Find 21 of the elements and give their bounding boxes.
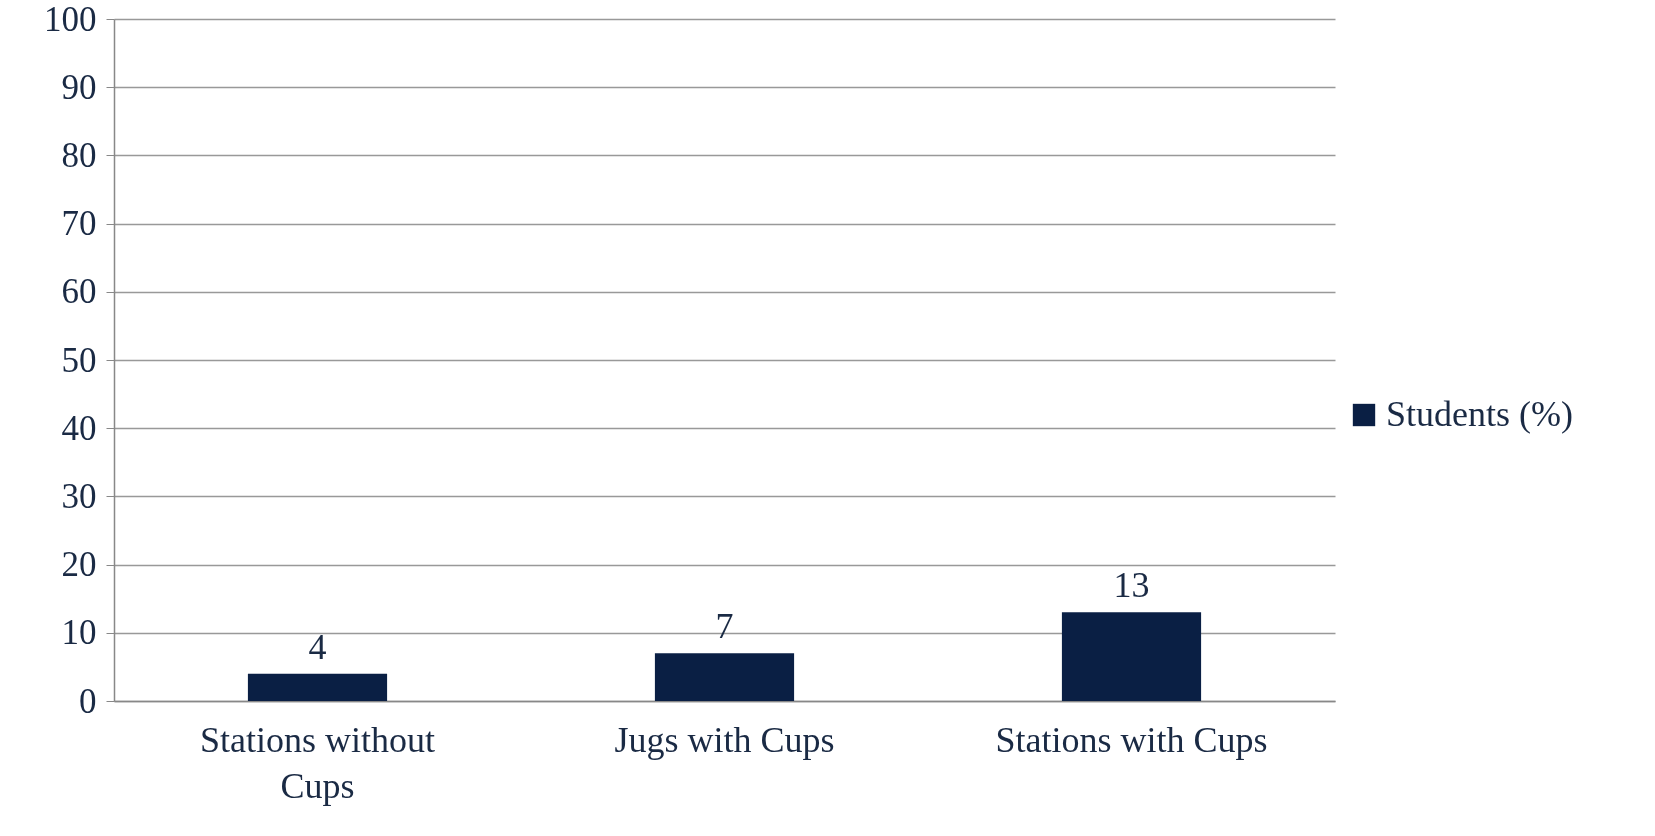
x-tick-label: Stations with Cups	[995, 719, 1268, 760]
x-tick-label: Jugs with Cups	[614, 719, 835, 760]
y-tick-label: 60	[61, 272, 97, 312]
bar	[1061, 612, 1202, 701]
y-tick-label: 10	[61, 613, 97, 653]
y-tick-label: 100	[44, 0, 97, 39]
y-tick-label: 0	[79, 681, 97, 721]
y-tick-label: 70	[61, 204, 97, 244]
bar	[247, 673, 388, 701]
y-tick-label: 20	[61, 545, 97, 585]
data-label: 13	[1113, 565, 1150, 606]
x-tick-label: Stations without Cups	[199, 719, 436, 806]
y-tick-label: 40	[61, 408, 97, 448]
bar	[654, 653, 795, 701]
y-tick-label: 90	[61, 67, 97, 107]
y-tick-label: 30	[61, 476, 97, 516]
legend-label: Students (%)	[1386, 394, 1573, 434]
y-tick-label: 80	[61, 135, 97, 175]
y-tick-label: 50	[61, 340, 97, 380]
data-label: 4	[308, 626, 327, 667]
data-label: 7	[715, 606, 734, 647]
